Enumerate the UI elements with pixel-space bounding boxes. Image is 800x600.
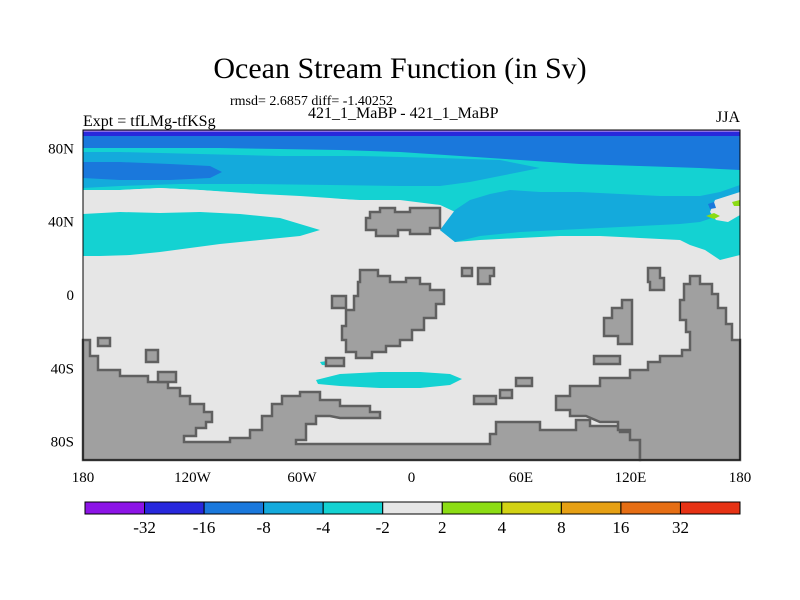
colorbar-label: 8 — [557, 518, 566, 537]
arctic-violet — [83, 130, 740, 132]
y-tick-label: 0 — [67, 288, 75, 304]
land-islet-9 — [602, 298, 634, 346]
x-tick-label: 120E — [615, 470, 647, 486]
colorbar-label: -4 — [316, 518, 331, 537]
land-islet-8 — [156, 370, 178, 384]
land-islet-3 — [646, 266, 666, 292]
colorbar-swatch — [620, 501, 681, 515]
ne-green-patch-2 — [706, 213, 720, 219]
colorbar-swatch — [679, 501, 741, 515]
map-frame — [82, 129, 741, 461]
x-tick-label: 180 — [72, 470, 95, 486]
land-islet-5 — [96, 336, 112, 348]
colorbar-swatch — [501, 501, 562, 515]
map-plot-area — [81, 129, 742, 462]
west-neutral-gap — [83, 188, 455, 225]
colorbar: -32 -16 -8 -4 -2 2 4 8 16 32 — [84, 501, 741, 537]
colorbar-label: 4 — [498, 518, 507, 537]
colorbar-swatch — [322, 501, 384, 515]
land-islet-11 — [514, 376, 534, 388]
arctic-mid-blue — [83, 134, 740, 170]
land-islet-2 — [476, 266, 496, 286]
colorbar-swatch — [144, 501, 205, 515]
land-east-continent — [554, 274, 742, 462]
ne-green-patch — [732, 200, 740, 206]
land-central-continent — [340, 268, 446, 360]
map-title: Ocean Stream Function (in Sv) — [213, 52, 587, 85]
x-tick-label: 60E — [509, 470, 533, 486]
y-axis: 80N 40N 0 40S 80S — [48, 141, 74, 450]
land-islet-7 — [324, 356, 346, 368]
colorbar-swatch — [263, 501, 324, 515]
colorbar-label: 16 — [612, 518, 629, 537]
x-axis: 180 120W 60W 0 60E 120E 180 — [72, 470, 752, 486]
land-islet-1 — [460, 266, 474, 278]
colorbar-swatch — [441, 501, 503, 515]
y-tick-label: 40S — [51, 361, 74, 377]
colorbar-label: 2 — [438, 518, 447, 537]
colorbar-swatch — [203, 501, 265, 515]
x-tick-label: 180 — [729, 470, 752, 486]
land-islet-4 — [330, 294, 348, 310]
stats-line: rmsd= 2.6857 diff= -1.40252 — [230, 94, 393, 109]
colorbar-label: -32 — [133, 518, 156, 537]
southern-cyan-tongue — [316, 372, 462, 388]
colorbar-swatch — [84, 501, 146, 515]
colorbar-label: -2 — [376, 518, 390, 537]
x-tick-label: 120W — [174, 470, 212, 486]
x-tick-label: 60W — [287, 470, 317, 486]
y-tick-label: 40N — [48, 215, 74, 231]
land-west-continent — [81, 338, 642, 462]
land-group — [81, 206, 742, 462]
season-label: JJA — [716, 109, 741, 126]
x-tick-label: 0 — [408, 470, 416, 486]
north-light-blue-west — [83, 152, 540, 188]
colorbar-label: -16 — [193, 518, 216, 537]
ne-neutral-patch — [710, 192, 740, 222]
colorbar-swatch — [560, 501, 622, 515]
arctic-deep-blue — [83, 130, 740, 136]
colorbar-label: -8 — [257, 518, 271, 537]
experiment-label: Expt = tfLMg-tfKSg — [83, 113, 216, 130]
colorbar-swatch — [382, 501, 443, 515]
y-tick-label: 80S — [51, 435, 74, 451]
north-light-blue — [83, 130, 740, 242]
ne-blue-dot — [708, 202, 716, 209]
north-pacific-mid-blue — [83, 162, 222, 180]
land-europe-island — [364, 206, 442, 238]
land-islet-6 — [144, 348, 160, 364]
y-tick-label: 80N — [48, 141, 74, 157]
colorbar-label: 32 — [672, 518, 689, 537]
land-islet-10 — [592, 354, 622, 366]
subtropical-cyan — [83, 212, 320, 256]
land-islet-12 — [472, 394, 498, 406]
map-subtitle: 421_1_MaBP - 421_1_MaBP — [308, 105, 499, 122]
land-islet-13 — [498, 388, 514, 400]
